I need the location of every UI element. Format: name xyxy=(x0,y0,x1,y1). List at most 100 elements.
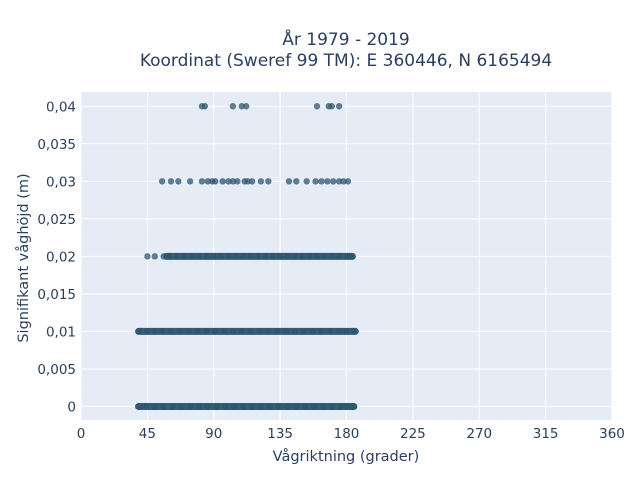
data-point xyxy=(303,178,310,185)
data-point xyxy=(335,328,343,335)
data-point xyxy=(212,328,219,335)
data-point xyxy=(136,403,144,410)
data-point xyxy=(167,178,175,185)
data-point xyxy=(273,328,281,335)
data-point xyxy=(327,328,334,335)
y-tick-label: 0,005 xyxy=(37,362,76,378)
data-point xyxy=(349,403,356,410)
data-point xyxy=(300,328,307,335)
data-point xyxy=(234,178,241,185)
data-point xyxy=(201,103,209,110)
data-point xyxy=(167,328,175,335)
data-point xyxy=(291,253,299,260)
data-point xyxy=(198,178,206,185)
data-point xyxy=(285,178,293,185)
x-tick-label: 180 xyxy=(334,426,360,442)
data-point xyxy=(225,178,232,185)
x-axis-title: Vågriktning (grader) xyxy=(273,448,420,465)
data-point xyxy=(318,178,325,185)
data-point xyxy=(318,328,325,335)
data-point xyxy=(213,403,220,410)
x-tick-labels: 0 45 90 135 180 225 270 315 360 xyxy=(77,426,625,442)
data-point xyxy=(244,178,251,185)
data-point xyxy=(321,253,328,260)
data-point xyxy=(293,178,300,185)
data-point xyxy=(293,403,300,410)
data-point xyxy=(181,253,188,260)
data-point xyxy=(144,328,151,335)
data-point xyxy=(312,178,319,185)
data-point xyxy=(344,178,352,185)
data-point xyxy=(204,403,212,410)
data-point xyxy=(169,403,176,410)
data-point xyxy=(313,103,321,110)
data-point xyxy=(330,178,337,185)
data-point xyxy=(328,103,335,110)
data-point xyxy=(276,253,284,260)
data-points xyxy=(136,103,358,410)
data-point xyxy=(240,253,247,260)
data-point xyxy=(309,328,316,335)
data-point xyxy=(151,253,158,260)
data-point xyxy=(195,253,203,260)
x-tick-label: 0 xyxy=(77,426,86,442)
y-tick-label: 0 xyxy=(67,399,76,415)
data-point xyxy=(175,178,182,185)
data-point xyxy=(335,253,343,260)
data-point xyxy=(238,103,245,110)
data-point xyxy=(194,328,201,335)
data-point xyxy=(284,253,291,260)
x-tick-label: 90 xyxy=(205,426,222,442)
y-tick-label: 0,035 xyxy=(37,137,76,153)
data-point xyxy=(238,328,245,335)
data-point xyxy=(176,328,184,335)
data-point xyxy=(186,178,194,185)
data-point xyxy=(185,328,192,335)
data-point xyxy=(204,178,212,185)
data-point xyxy=(299,253,306,260)
data-point xyxy=(217,253,225,260)
y-tick-label: 0,03 xyxy=(46,174,76,190)
data-point xyxy=(257,178,265,185)
data-point xyxy=(210,253,217,260)
data-point xyxy=(188,253,195,260)
data-point xyxy=(265,178,272,185)
data-point xyxy=(219,178,226,185)
data-point xyxy=(337,403,344,410)
y-tick-label: 0,015 xyxy=(37,287,76,303)
data-point xyxy=(142,403,150,410)
data-point xyxy=(328,403,335,410)
data-point xyxy=(282,328,290,335)
y-tick-labels: 0 0,005 0,01 0,015 0,02 0,025 0,03 0,035 0,04 xyxy=(37,99,76,415)
data-point xyxy=(232,253,240,260)
x-tick-label: 45 xyxy=(139,426,156,442)
data-point xyxy=(222,403,229,410)
data-point xyxy=(313,253,321,260)
data-point xyxy=(225,253,232,260)
data-point xyxy=(291,328,299,335)
data-point xyxy=(173,253,181,260)
data-point xyxy=(343,253,350,260)
data-point xyxy=(144,253,151,260)
y-tick-label: 0,025 xyxy=(37,212,76,228)
data-point xyxy=(151,328,158,335)
data-point xyxy=(248,178,256,185)
data-point xyxy=(275,403,282,410)
data-point xyxy=(256,328,263,335)
data-point xyxy=(328,253,335,260)
data-point xyxy=(247,328,254,335)
data-point xyxy=(203,328,210,335)
data-point xyxy=(160,403,167,410)
data-point xyxy=(151,403,158,410)
data-point xyxy=(229,328,237,335)
data-point xyxy=(195,403,203,410)
data-point xyxy=(254,253,262,260)
data-point xyxy=(347,253,355,260)
data-point xyxy=(284,403,291,410)
data-point xyxy=(247,253,254,260)
data-point xyxy=(240,403,247,410)
data-point xyxy=(220,328,228,335)
x-tick-label: 225 xyxy=(400,426,426,442)
y-tick-label: 0,01 xyxy=(46,324,76,340)
